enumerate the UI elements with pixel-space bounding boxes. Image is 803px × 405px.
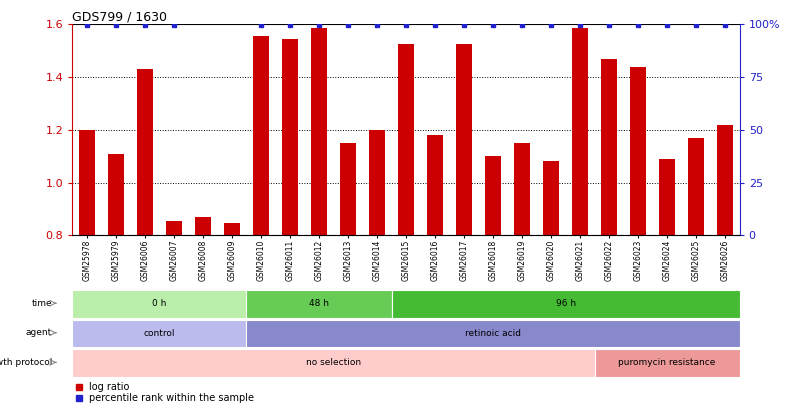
- Bar: [716, 124, 732, 235]
- Bar: [165, 221, 181, 235]
- Text: growth protocol: growth protocol: [0, 358, 52, 367]
- Bar: [137, 69, 153, 235]
- Bar: [455, 44, 471, 235]
- Bar: [79, 130, 95, 235]
- Bar: [108, 153, 124, 235]
- Bar: [224, 224, 239, 235]
- Bar: [658, 159, 675, 235]
- Text: puromycin resistance: puromycin resistance: [618, 358, 715, 367]
- Bar: [513, 143, 529, 235]
- Text: 0 h: 0 h: [152, 299, 166, 308]
- Bar: [194, 217, 210, 235]
- Text: time: time: [31, 299, 52, 308]
- Text: 96 h: 96 h: [555, 299, 575, 308]
- Bar: [369, 130, 385, 235]
- Bar: [253, 36, 268, 235]
- Text: log ratio: log ratio: [89, 382, 129, 392]
- Bar: [311, 28, 327, 235]
- Bar: [484, 156, 500, 235]
- Text: control: control: [144, 329, 175, 338]
- Bar: [543, 162, 558, 235]
- Text: no selection: no selection: [306, 358, 361, 367]
- Bar: [397, 44, 414, 235]
- Bar: [601, 59, 617, 235]
- Bar: [340, 143, 356, 235]
- Bar: [687, 138, 703, 235]
- Text: 48 h: 48 h: [308, 299, 328, 308]
- Text: retinoic acid: retinoic acid: [464, 329, 520, 338]
- Bar: [572, 28, 587, 235]
- Bar: [282, 39, 298, 235]
- Text: GDS799 / 1630: GDS799 / 1630: [72, 10, 167, 23]
- Text: percentile rank within the sample: percentile rank within the sample: [89, 393, 254, 403]
- Bar: [426, 135, 442, 235]
- Text: agent: agent: [26, 328, 52, 337]
- Bar: [630, 66, 646, 235]
